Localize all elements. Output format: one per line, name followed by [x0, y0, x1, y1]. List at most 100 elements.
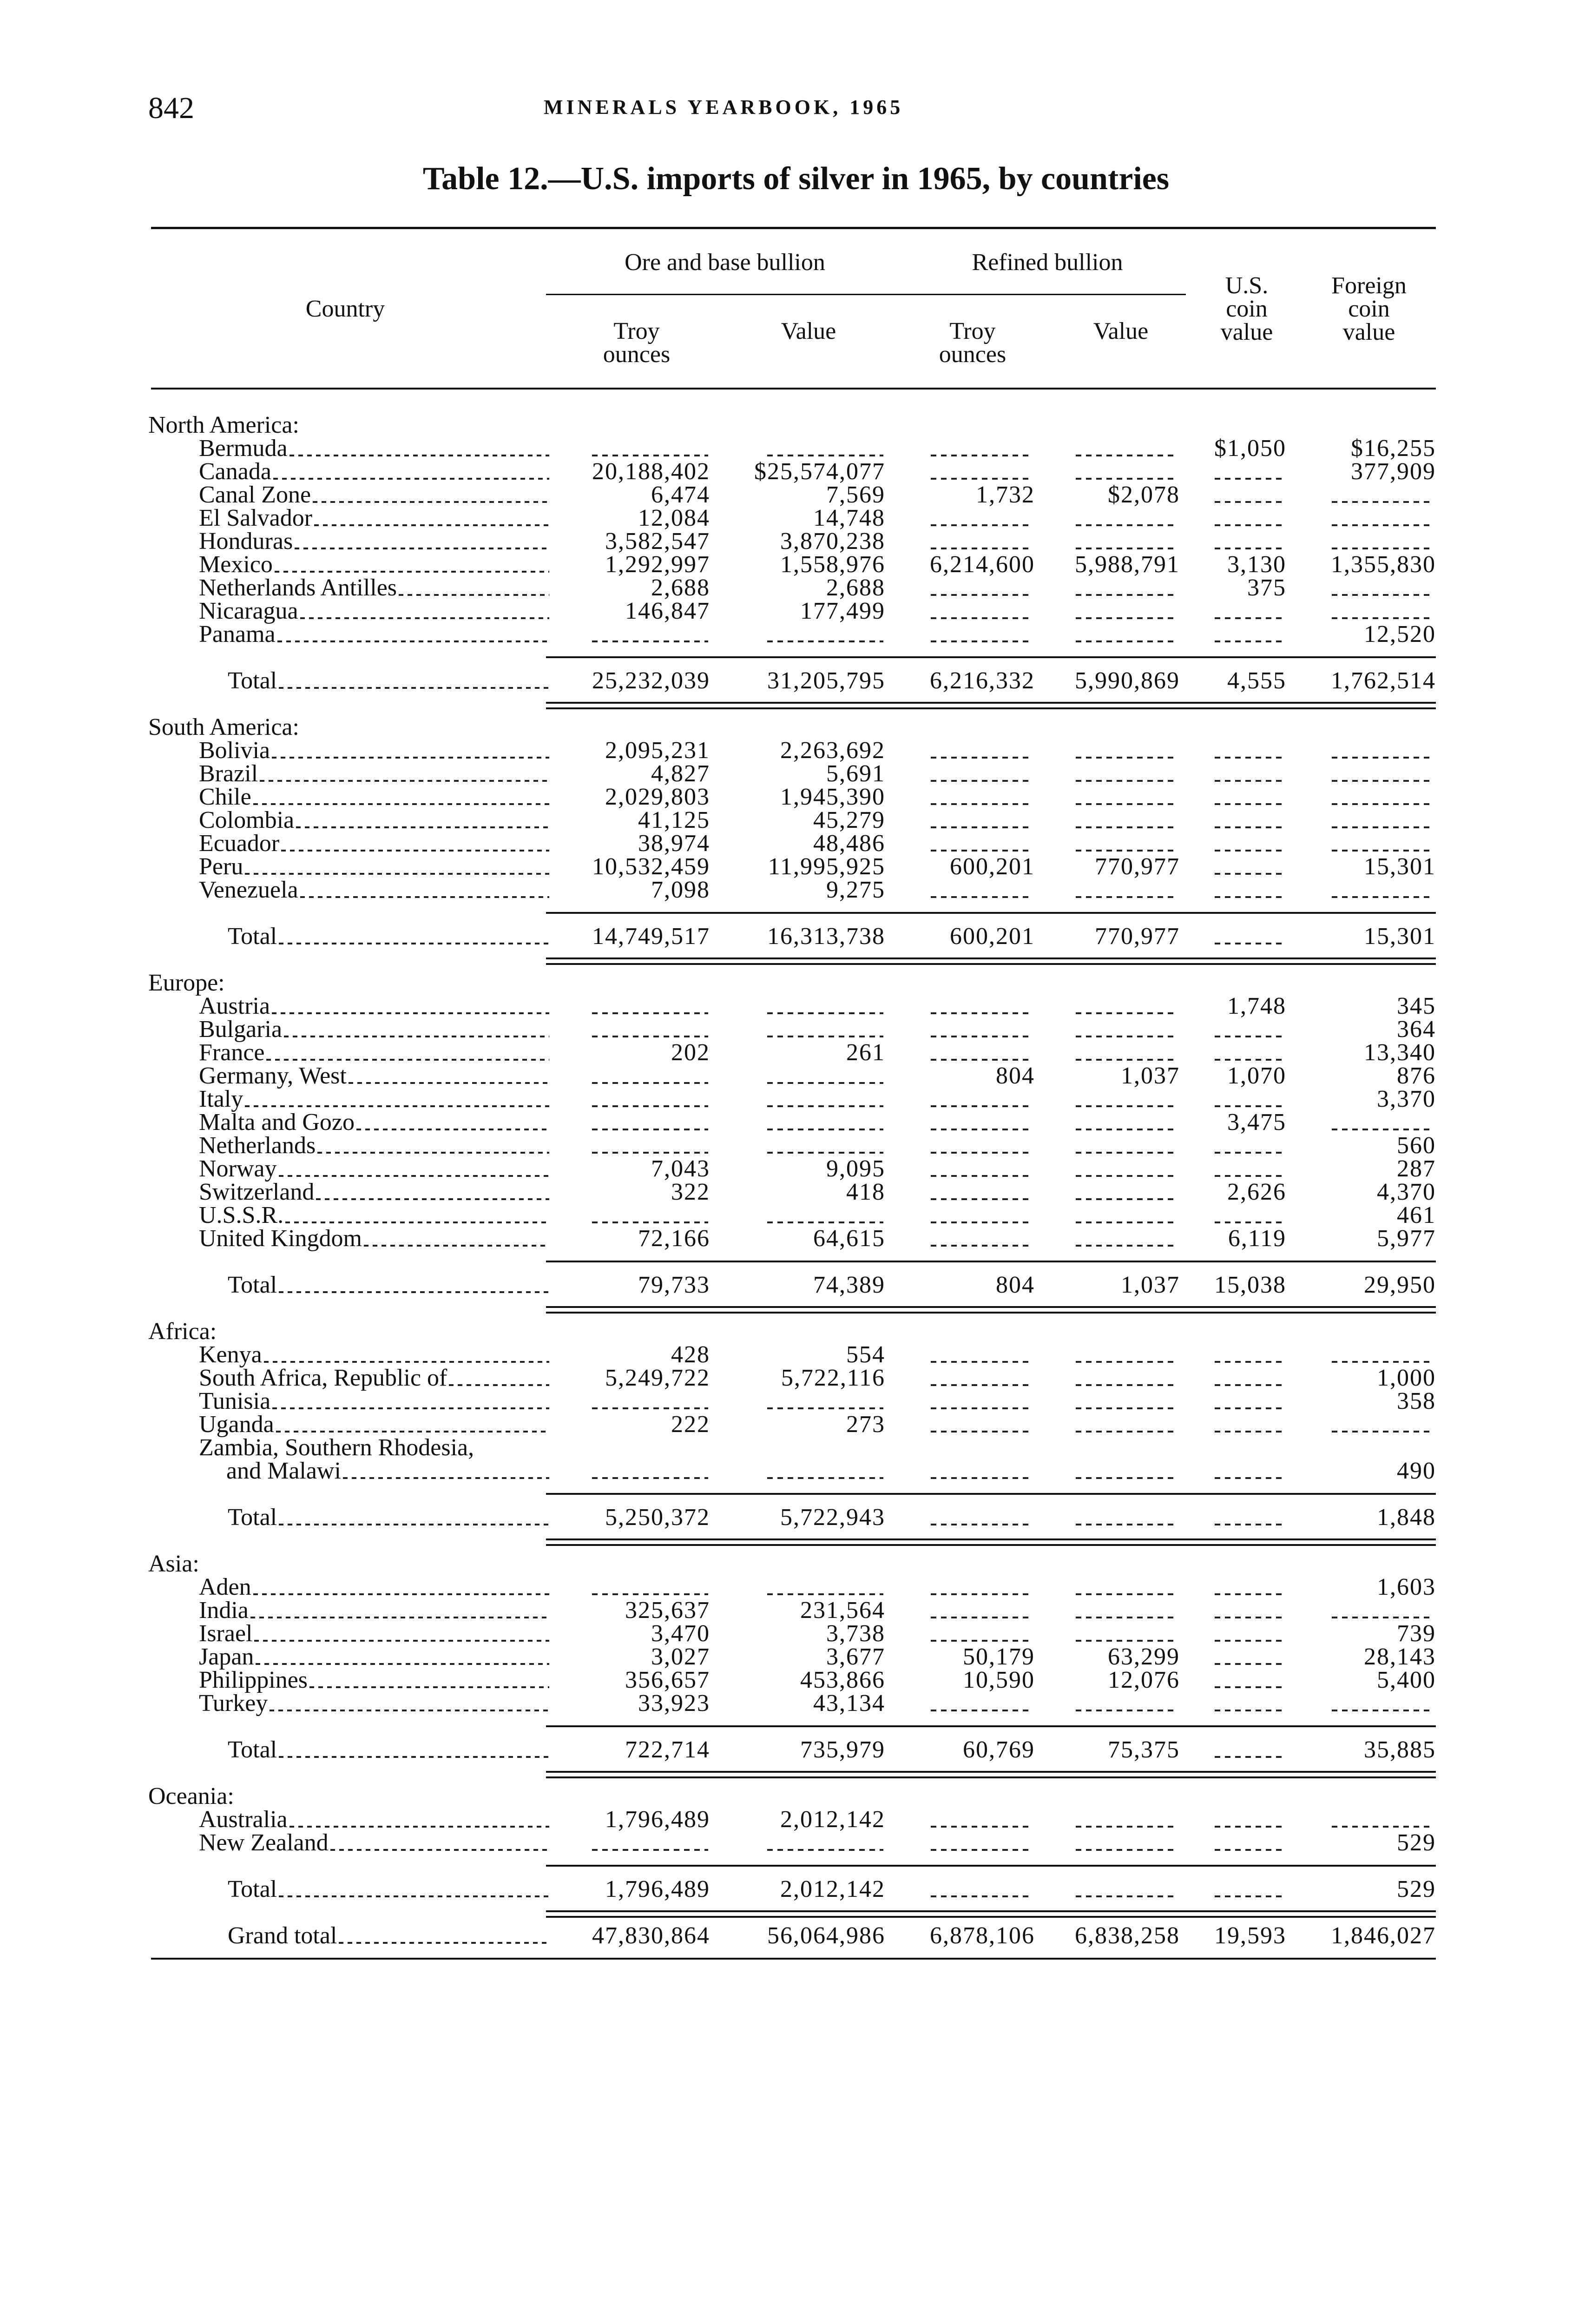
cell-col-3: 60,769 [912, 1738, 1035, 1762]
row-label: Ecuador [199, 830, 280, 857]
row-label: Malta and Gozo [199, 1109, 355, 1136]
empty-cell-dashes [592, 1152, 708, 1154]
cell-col-2: 64,615 [736, 1227, 885, 1251]
dot-leader [279, 687, 549, 689]
table-bottom-rule [151, 1958, 1436, 1960]
row-label: Total [228, 1504, 277, 1531]
cell-col-4: $2,078 [1059, 483, 1180, 507]
empty-cell-dashes [931, 850, 1033, 852]
double-rule-bottom [546, 1776, 1436, 1778]
cell-col-4 [1059, 1878, 1180, 1901]
cell-value: 202 [671, 1039, 710, 1066]
cell-value: 41,125 [638, 807, 710, 833]
cell-value: 273 [846, 1411, 885, 1438]
cell-value: 1,748 [1227, 993, 1286, 1019]
cell-col-2 [736, 1831, 885, 1855]
row-label: Aden [199, 1574, 251, 1600]
cell-col-5 [1210, 507, 1286, 530]
double-rule-top [546, 1910, 1436, 1912]
empty-cell-dashes [1332, 1826, 1434, 1828]
empty-cell-dashes [1076, 1152, 1178, 1154]
empty-cell-dashes [931, 548, 1033, 549]
row-label: Uganda [199, 1411, 274, 1438]
cell-value: 3,470 [651, 1620, 710, 1647]
cell-value: 804 [996, 1063, 1035, 1089]
cell-col-4: 770,977 [1059, 924, 1180, 949]
cell-value: 15,301 [1364, 923, 1436, 950]
cell-col-3 [912, 1692, 1035, 1715]
row-label: Canada [199, 458, 271, 485]
cell-col-5 [1210, 1692, 1286, 1715]
cell-col-5 [1210, 1018, 1286, 1041]
cell-col-6: 4,370 [1313, 1179, 1436, 1205]
table-row: Peru 10,532,459 11,995,925 600,201 770,977 15… [0, 855, 1592, 879]
cell-col-5 [1210, 1088, 1286, 1111]
cell-col-1: 38,974 [572, 832, 710, 856]
empty-cell-dashes [1215, 1036, 1284, 1037]
cell-value: 45,279 [813, 807, 885, 833]
empty-cell-dashes [1076, 1129, 1178, 1130]
cell-value: 12,520 [1364, 621, 1436, 647]
cell-value: 1,558,976 [780, 551, 885, 578]
cell-value: 804 [996, 1272, 1035, 1298]
cell-col-3 [912, 1111, 1035, 1134]
empty-cell-dashes [592, 1593, 708, 1595]
empty-cell-dashes [1215, 780, 1284, 782]
cell-col-3: 804 [912, 1272, 1035, 1298]
cell-col-4 [1059, 576, 1180, 600]
cell-col-2: 273 [736, 1411, 885, 1438]
cell-col-1: 47,830,864 [572, 1924, 710, 1948]
cell-col-6 [1313, 507, 1436, 530]
cell-col-5 [1210, 1041, 1286, 1064]
empty-cell-dashes [1215, 757, 1284, 759]
cell-value: 146,847 [625, 598, 710, 624]
cell-col-2 [736, 1018, 885, 1041]
cell-col-6: 15,301 [1313, 855, 1436, 879]
cell-col-3 [912, 1367, 1035, 1390]
cell-col-5 [1210, 1506, 1286, 1529]
row-label: Venezuela [199, 877, 298, 903]
cell-value: 56,064,986 [767, 1922, 885, 1949]
cell-col-4 [1059, 1111, 1180, 1134]
table-row: Nicaragua 146,847 177,499 [0, 598, 1592, 624]
empty-cell-dashes [931, 1059, 1033, 1061]
cell-col-3 [912, 1390, 1035, 1413]
table-row: Germany, West 804 1,037 1,070 876 [0, 1064, 1592, 1088]
dot-leader [272, 1012, 549, 1014]
empty-cell-dashes [767, 1105, 883, 1107]
header-ore-group: Ore and base bullion [625, 249, 825, 276]
cell-col-3 [912, 1227, 1035, 1250]
empty-cell-dashes [931, 594, 1033, 596]
empty-cell-dashes [1332, 1710, 1434, 1711]
table-row: Mexico 1,292,997 1,558,976 6,214,600 5,988,7… [0, 551, 1592, 578]
cell-value: 364 [1397, 1016, 1436, 1043]
cell-col-4 [1059, 1088, 1180, 1111]
empty-cell-dashes [767, 1129, 883, 1130]
cell-col-1 [572, 1134, 710, 1157]
empty-cell-dashes [1076, 1826, 1178, 1828]
table-row: Venezuela 7,098 9,275 [0, 878, 1592, 902]
cell-col-2: 1,945,390 [736, 785, 885, 809]
row-label: Colombia [199, 807, 295, 833]
empty-cell-dashes [1215, 1593, 1284, 1595]
cell-value: 4,370 [1377, 1179, 1436, 1205]
empty-cell-dashes [931, 455, 1033, 456]
section-total-row: Total 5,250,372 5,722,943 1,848 [0, 1504, 1592, 1531]
cell-col-6: 1,000 [1313, 1366, 1436, 1390]
row-label: Total [228, 667, 277, 694]
row-label: Japan [199, 1644, 254, 1670]
row-label: Zambia, Southern Rhodesia, [199, 1434, 474, 1461]
cell-col-3 [912, 1018, 1035, 1041]
empty-cell-dashes [1215, 1431, 1284, 1433]
cell-col-2: 2,012,142 [736, 1808, 885, 1832]
cell-col-2 [736, 1576, 885, 1599]
empty-cell-dashes [592, 1082, 708, 1084]
header-us-coin-value: U.S. coin value [1221, 274, 1273, 344]
cell-value: 261 [846, 1039, 885, 1066]
empty-cell-dashes [1215, 943, 1284, 944]
table-row: Israel 3,470 3,738 739 [0, 1620, 1592, 1647]
cell-col-2: 16,313,738 [736, 924, 885, 949]
table-top-rule [151, 227, 1436, 229]
cell-value: 325,637 [625, 1597, 710, 1624]
cell-value: 739 [1397, 1620, 1436, 1647]
